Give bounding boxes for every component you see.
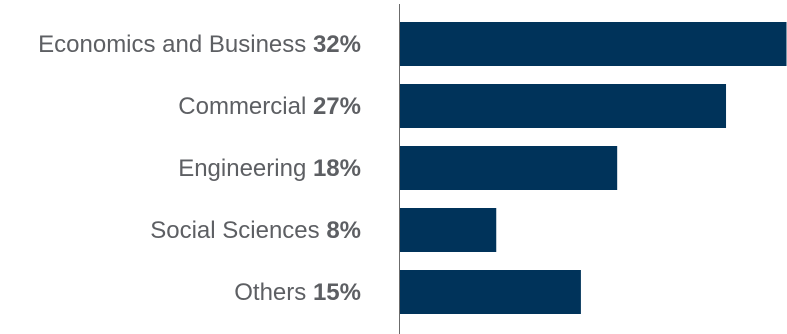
value-label: 15% [313, 279, 361, 306]
value-label: 32% [313, 31, 361, 58]
category-label-3: Social Sciences 8% [150, 217, 361, 244]
labels-group: Economics and Business 32% Commercial 27%… [38, 31, 361, 306]
category-name: Economics and Business [38, 31, 313, 58]
category-label-1: Commercial 27% [178, 93, 361, 120]
category-label-4: Others 15% [234, 279, 361, 306]
bar-3 [399, 208, 497, 252]
category-label-0: Economics and Business 32% [38, 31, 361, 58]
bar-4 [399, 270, 581, 314]
bar-1 [399, 84, 727, 128]
bar-0 [399, 22, 787, 66]
category-label-2: Engineering 18% [178, 155, 361, 182]
value-label: 18% [313, 155, 361, 182]
category-name: Commercial [178, 93, 313, 120]
category-name: Others [234, 279, 313, 306]
value-label: 27% [313, 93, 361, 120]
category-name: Engineering [178, 155, 313, 182]
value-label: 8% [326, 217, 361, 244]
bars-group [399, 22, 787, 314]
category-name: Social Sciences [150, 217, 326, 244]
bar-2 [399, 146, 618, 190]
